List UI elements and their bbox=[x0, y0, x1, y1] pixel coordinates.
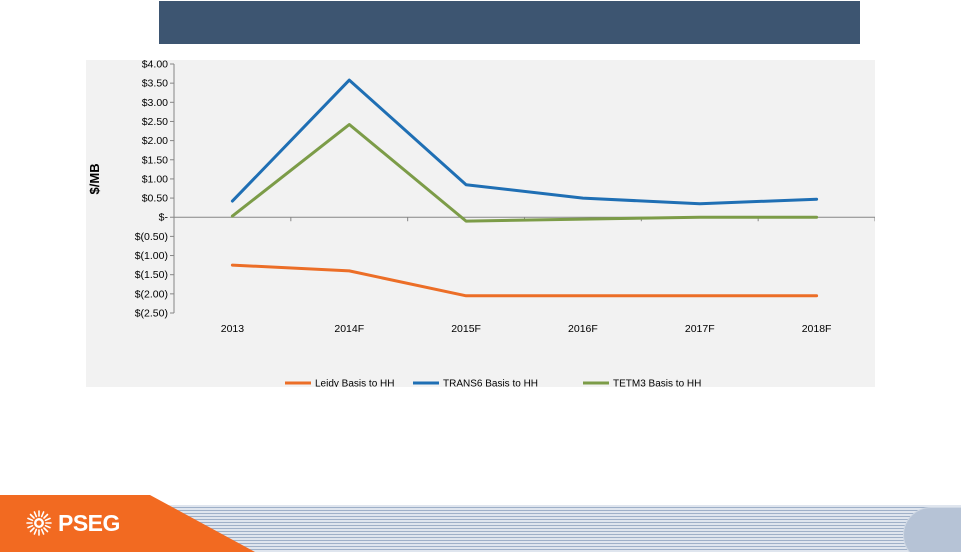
y-tick-label: $(2.00) bbox=[135, 288, 168, 300]
y-tick-label: $(0.50) bbox=[135, 231, 168, 243]
x-tick-label: 2018F bbox=[802, 323, 832, 335]
legend-label: Leidy Basis to HH bbox=[315, 379, 394, 388]
y-axis-title: $/MB bbox=[87, 163, 102, 194]
y-tick-label: $3.00 bbox=[142, 97, 168, 109]
y-tick-label: $3.50 bbox=[142, 78, 168, 90]
footer-oval bbox=[903, 507, 961, 552]
y-tick-label: $1.00 bbox=[142, 173, 168, 185]
y-tick-label: $(1.50) bbox=[135, 269, 168, 281]
x-tick-label: 2013 bbox=[221, 323, 245, 335]
y-tick-label: $1.50 bbox=[142, 154, 168, 166]
series-line-1 bbox=[230, 263, 819, 298]
y-tick-label: $(1.00) bbox=[135, 250, 168, 262]
chart-area: $4.00 $3.50 $3.00 $2.50 $2.00 $1.50 $1.00 $0.50… bbox=[86, 60, 875, 387]
title-bar bbox=[159, 1, 860, 44]
y-tick-label: $4.00 bbox=[142, 60, 168, 71]
y-tick-label: $- bbox=[159, 212, 169, 224]
y-tick-label: $2.50 bbox=[142, 116, 168, 128]
logo-text: PSEG bbox=[58, 509, 120, 536]
y-tick-label: $0.50 bbox=[142, 193, 168, 205]
x-tick-label: 2014F bbox=[334, 323, 364, 335]
series-line-3 bbox=[230, 123, 819, 223]
footer-banner: PSEG bbox=[0, 495, 961, 552]
sunburst-icon bbox=[26, 510, 52, 536]
legend-label: TRANS6 Basis to HH bbox=[443, 379, 538, 388]
series-line-2 bbox=[230, 78, 819, 206]
x-tick-label: 2015F bbox=[451, 323, 481, 335]
x-tick-label: 2016F bbox=[568, 323, 598, 335]
pseg-logo: PSEG bbox=[26, 509, 120, 537]
legend-label: TETM3 Basis to HH bbox=[613, 379, 701, 388]
y-tick-label: $2.00 bbox=[142, 135, 168, 147]
x-tick-label: 2017F bbox=[685, 323, 715, 335]
y-tick-label: $(2.50) bbox=[135, 308, 168, 320]
line-chart: $4.00 $3.50 $3.00 $2.50 $2.00 $1.50 $1.00 $0.50… bbox=[87, 60, 875, 388]
